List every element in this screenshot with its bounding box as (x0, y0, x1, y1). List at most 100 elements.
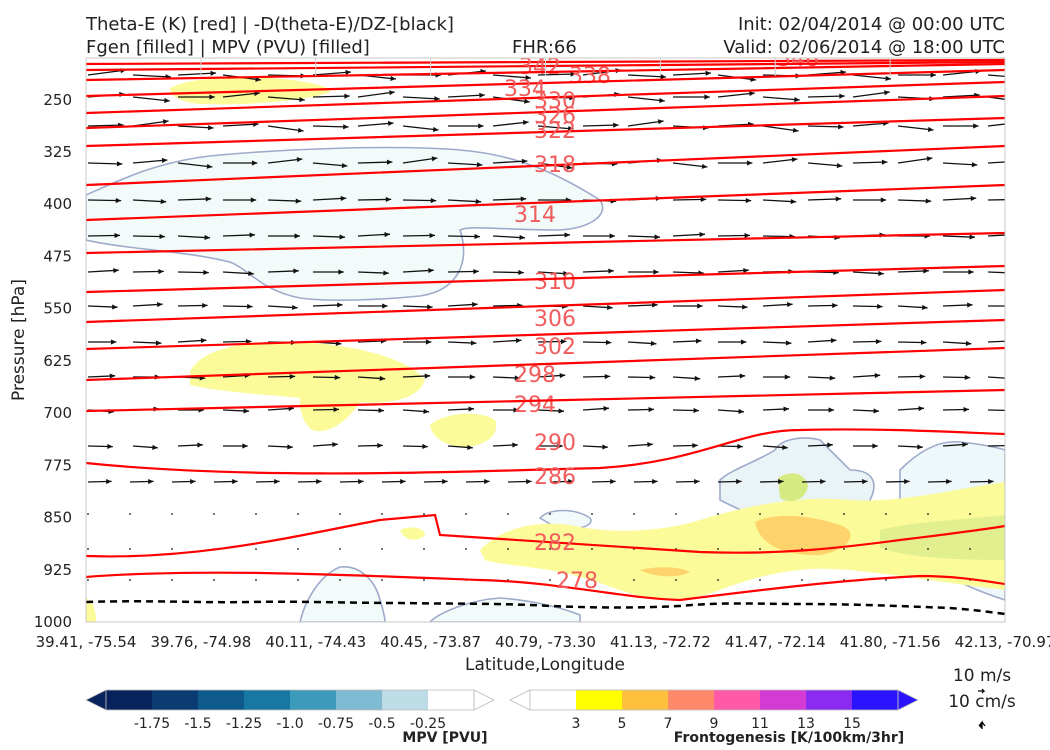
wind-vector (675, 513, 677, 515)
wind-vector (927, 579, 929, 581)
wind-vector-head (877, 303, 883, 310)
wind-vector (987, 340, 1005, 343)
wind-vector (171, 548, 173, 550)
wind-vector (87, 124, 124, 127)
theta-e-label: 322 (534, 119, 576, 144)
wind-vector-head (254, 91, 260, 97)
wind-vector (942, 197, 977, 201)
wind-vector (852, 91, 890, 98)
colorbar-swatch (244, 690, 291, 710)
wind-vector (762, 96, 800, 101)
wind-vector (267, 125, 304, 132)
wind-vector (591, 548, 593, 550)
y-tick-label: 250 (43, 91, 72, 109)
wind-vector-head (385, 196, 392, 203)
wind-vector (633, 513, 635, 515)
wind-vector-head (116, 161, 123, 167)
wind-vector-head (827, 442, 833, 448)
wind-vector (897, 157, 933, 164)
wind-vector-head (652, 302, 658, 308)
wind-vector-head (836, 162, 843, 169)
wind-vector (132, 96, 170, 102)
wind-vector (423, 548, 425, 550)
wind-vector (927, 548, 929, 550)
wind-vector-head (389, 90, 395, 96)
wind-vector-head (829, 375, 836, 381)
wind-vector-head (518, 269, 524, 276)
wind-vector-head (333, 406, 339, 413)
colorbar-swatch (576, 690, 623, 710)
wind-vector-head (962, 442, 968, 448)
wind-vector-head (247, 303, 253, 310)
wind-vector (807, 162, 843, 167)
wind-vector-head (881, 159, 888, 165)
colorbar-tick-label: -1.75 (134, 716, 170, 732)
wind-vector-head (880, 197, 887, 203)
wind-vector-head (604, 373, 611, 380)
wind-vector-head (790, 198, 797, 205)
wind-vector (171, 579, 173, 581)
wind-vector-head (653, 269, 659, 275)
wind-vector-head (334, 374, 341, 381)
wind-vector-head (475, 198, 482, 205)
wind-vector (717, 579, 719, 581)
theta-e-contour (86, 231, 1005, 255)
colorbar-swatch (806, 690, 853, 710)
stability-contour (86, 600, 1005, 616)
fgen-region (778, 473, 808, 502)
colorbar-tick-label: -0.75 (318, 716, 354, 732)
wind-vector-head (739, 373, 746, 379)
wind-vector-head (743, 267, 749, 274)
wind-vector-head (649, 374, 656, 381)
y-tick-label: 625 (43, 352, 72, 370)
wind-vector (762, 125, 799, 132)
wind-vector (672, 198, 707, 201)
fgen-colorbar-label: Frontogenesis [K/100km/3hr] (674, 730, 904, 746)
colorbar-frame (529, 689, 899, 711)
colorbar-swatch (382, 690, 429, 710)
reference-omega-label: 10 cm/s (948, 692, 1016, 712)
wind-vector (885, 513, 887, 515)
wind-vector-head (512, 442, 518, 448)
wind-vector (759, 548, 761, 550)
wind-vector-head (700, 196, 707, 203)
wind-vector (987, 74, 1005, 77)
wind-vector (423, 513, 425, 515)
wind-vector-head (294, 233, 300, 239)
wind-vector-head (791, 157, 798, 163)
wind-vector-head (160, 198, 167, 205)
colorbar-tick-label: 13 (797, 716, 815, 732)
fgen-region (400, 527, 425, 540)
colorbar-swatch (106, 690, 153, 710)
wind-vector-head (830, 337, 837, 344)
theta-e-label: 314 (514, 203, 556, 228)
wind-vector-head (377, 442, 383, 449)
wind-vector-head (1013, 270, 1019, 275)
theta-e-contour (86, 80, 1005, 115)
colorbar-swatch (336, 690, 383, 710)
wind-vector (402, 199, 437, 202)
wind-vector-head (152, 444, 158, 450)
wind-vector (87, 199, 122, 202)
wind-vector (717, 199, 752, 202)
wind-vector-head (874, 372, 881, 379)
wind-vector-head (745, 197, 752, 204)
wind-vector-head (432, 126, 439, 132)
wind-vector-head (919, 373, 926, 380)
wind-vector-head (345, 69, 351, 75)
wind-vector-head (472, 301, 478, 308)
wind-vector-head (299, 97, 305, 103)
wind-vector-head (1019, 99, 1025, 104)
wind-vector-head (425, 339, 432, 345)
wind-vector-head (832, 302, 838, 309)
wind-vector (87, 513, 89, 515)
wind-vector (627, 96, 665, 102)
mpv-colorbar-label: MPV [PVU] (402, 730, 487, 746)
colorbar-tick-label: 7 (664, 716, 673, 732)
fgen-region (880, 515, 1005, 560)
theta-e-contour (86, 116, 1005, 148)
wind-vector (339, 513, 341, 515)
wind-vector-head (699, 231, 705, 238)
wind-vector (357, 198, 392, 201)
